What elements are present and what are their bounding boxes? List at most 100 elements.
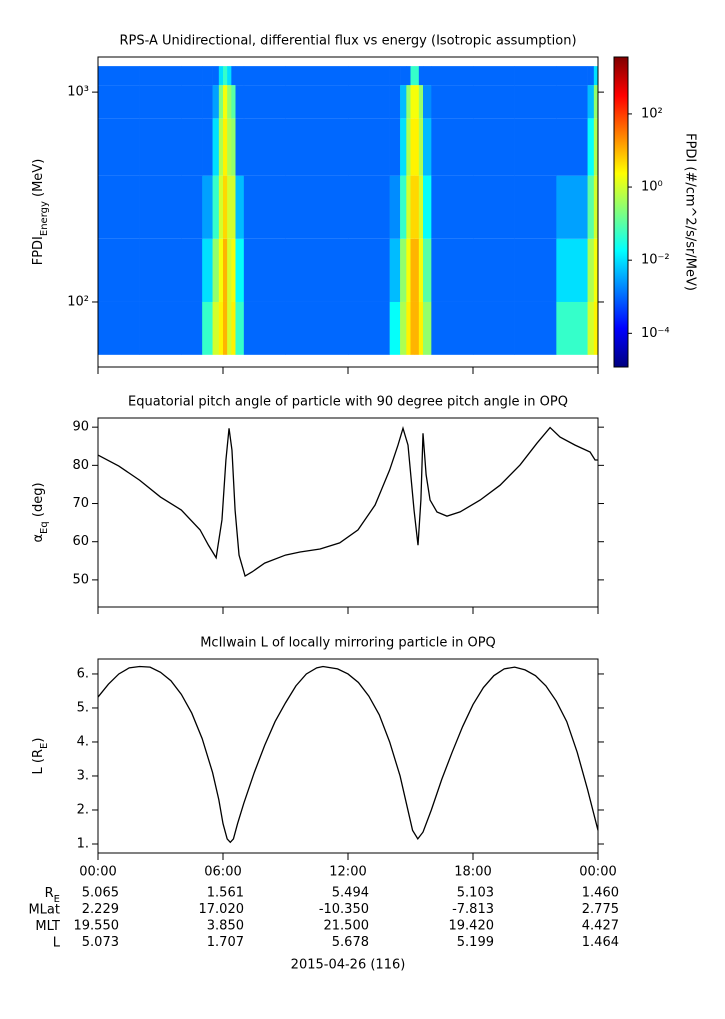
- heatmap-cell: [227, 85, 232, 119]
- y-tick-label: 2.: [77, 802, 89, 817]
- heatmap-cell: [98, 175, 140, 239]
- heatmap-cell: [414, 85, 420, 119]
- heatmap-cell: [181, 238, 203, 302]
- ephemeris-row-label: L: [53, 935, 61, 950]
- heatmap-cell: [231, 175, 236, 239]
- ephemeris-row-label: MLat: [28, 902, 60, 917]
- heatmap-cell: [202, 118, 213, 176]
- y-axis-label: αEq (deg): [31, 482, 50, 542]
- heatmap-cell: [243, 85, 286, 119]
- heatmap-cell: [431, 301, 474, 355]
- heatmap-cell: [400, 238, 407, 302]
- subscript: Energy: [39, 201, 50, 236]
- line: [97, 665, 599, 844]
- heatmap-cell: [473, 85, 515, 119]
- heatmap-cell: [556, 175, 588, 239]
- ephemeris-value: 19.420: [449, 919, 495, 934]
- x-tick-label: 12:00: [329, 865, 366, 880]
- label-part: ): [31, 738, 46, 743]
- heatmap-cell: [593, 301, 599, 355]
- heatmap-cell: [406, 238, 411, 302]
- heatmap-cell: [348, 301, 390, 355]
- heatmap-cell: [218, 66, 224, 86]
- heatmap-cell: [593, 66, 599, 86]
- subscript: Eq: [39, 521, 50, 534]
- heatmap-cell: [431, 175, 474, 239]
- ephemeris-value: 19.550: [74, 919, 120, 934]
- heatmap-cell: [218, 175, 224, 239]
- heatmap-cell: [235, 85, 245, 119]
- y-tick-label: 90: [72, 420, 89, 435]
- heatmap-cell: [98, 85, 140, 119]
- heatmap-cell: [139, 118, 182, 176]
- heatmap-cell: [587, 301, 595, 355]
- heatmap-cell: [400, 66, 407, 86]
- label-part: R: [45, 886, 54, 901]
- heatmap-cell: [418, 238, 424, 302]
- subscript: E: [54, 894, 60, 905]
- heatmap-cell: [423, 175, 432, 239]
- ephemeris-value: 5.678: [332, 935, 369, 950]
- heatmap-cell: [223, 238, 228, 302]
- heatmap-cell: [223, 66, 228, 86]
- heatmap-cell: [473, 118, 515, 176]
- ephemeris-value: -10.350: [319, 902, 369, 917]
- heatmap-cell: [139, 85, 182, 119]
- heatmap-cell: [473, 66, 515, 86]
- ephemeris-value: 17.020: [199, 902, 245, 917]
- heatmap-cell: [231, 85, 236, 119]
- x-tick-label: 06:00: [204, 865, 241, 880]
- heatmap-cell: [414, 301, 420, 355]
- heatmap-cell: [285, 301, 349, 355]
- colorbar-label: FPDI (#/cm^2/s/sr/MeV): [683, 133, 698, 291]
- heatmap-cell: [389, 118, 401, 176]
- heatmap-cell: [593, 85, 599, 119]
- colorbar: [613, 56, 629, 368]
- heatmap-cell: [139, 175, 182, 239]
- label-part: FPDI: [31, 236, 46, 265]
- label-part: MLT: [35, 919, 60, 934]
- heatmap-cell: [514, 301, 557, 355]
- heatmap-cell: [212, 118, 220, 176]
- heatmap-cell: [473, 175, 515, 239]
- heatmap-cell: [227, 175, 232, 239]
- label-part: L: [53, 935, 61, 950]
- y-tick-label: 3.: [77, 768, 89, 783]
- heatmap-cell: [227, 118, 232, 176]
- ephemeris-value: 1.561: [207, 886, 244, 901]
- heatmap-cell: [223, 301, 228, 355]
- heatmap-cell: [348, 175, 390, 239]
- y-tick-label: 6.: [77, 666, 89, 681]
- heatmap-cell: [285, 85, 349, 119]
- y-tick-label: 50: [72, 572, 89, 587]
- heatmap-cell: [235, 66, 245, 86]
- ephemeris-value: 2.775: [582, 902, 619, 917]
- heatmap-cell: [218, 85, 224, 119]
- heatmap-cell: [243, 238, 286, 302]
- heatmap-cell: [181, 118, 203, 176]
- heatmap-cell: [406, 301, 411, 355]
- heatmap-cell: [231, 301, 236, 355]
- heatmap-cell: [139, 66, 182, 86]
- heatmap-cell: [593, 175, 599, 239]
- y-tick-label: 70: [72, 496, 89, 511]
- heatmap-cell: [202, 66, 213, 86]
- heatmap-cell: [406, 85, 411, 119]
- heatmap-cell: [212, 85, 220, 119]
- heatmap-cell: [431, 66, 474, 86]
- heatmap-cell: [423, 66, 432, 86]
- y-tick-label: 10²: [67, 294, 89, 309]
- heatmap-cell: [418, 66, 424, 86]
- heatmap-cell: [556, 238, 588, 302]
- heatmap-cell: [556, 85, 588, 119]
- heatmap-cell: [389, 175, 401, 239]
- heatmap-cell: [218, 301, 224, 355]
- heatmap-cell: [514, 175, 557, 239]
- heatmap-cell: [514, 238, 557, 302]
- heatmap-cell: [431, 238, 474, 302]
- ephemeris-value: 5.103: [457, 886, 494, 901]
- heatmap-cell: [410, 238, 415, 302]
- ephemeris-value: 1.707: [207, 935, 244, 950]
